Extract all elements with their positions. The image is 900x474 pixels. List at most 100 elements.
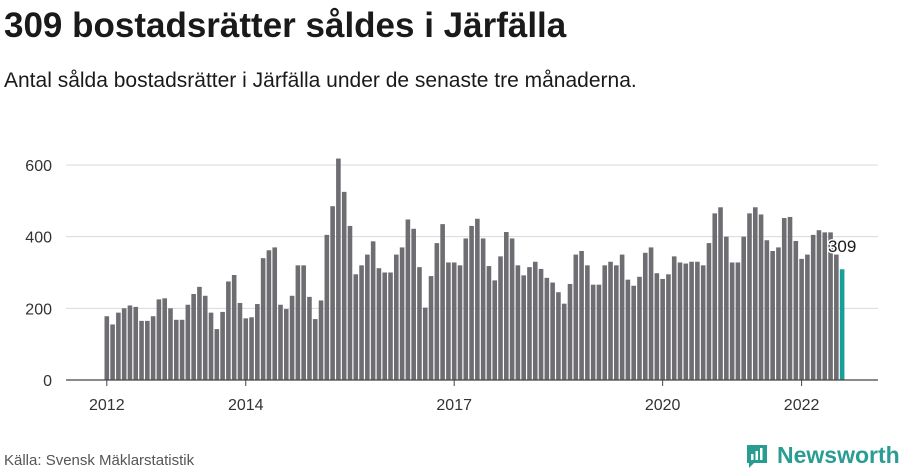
- bar: [787, 216, 793, 380]
- bar: [168, 308, 173, 380]
- bar: [116, 312, 121, 380]
- bar: [683, 263, 689, 380]
- bars: [104, 158, 845, 380]
- x-tick-label: 2012: [89, 397, 125, 414]
- bar: [399, 247, 405, 380]
- y-tick-label: 400: [25, 230, 52, 247]
- bar: [585, 265, 590, 380]
- bar: [642, 252, 648, 380]
- bar: [625, 279, 631, 380]
- bar: [289, 295, 295, 380]
- newsworthy-logo: Newsworthy: [745, 442, 900, 469]
- bar: [336, 158, 341, 380]
- bar: [185, 304, 191, 380]
- bar: [249, 317, 254, 380]
- bar: [573, 254, 579, 380]
- bar: [214, 329, 220, 380]
- x-axis-ticks: 2012 2014 2017 2020 2022: [89, 380, 819, 414]
- bar: [712, 213, 718, 380]
- bar: [614, 265, 619, 380]
- bar: [654, 273, 660, 380]
- bar: [770, 251, 775, 380]
- x-tick-label: 2020: [645, 397, 681, 414]
- bar: [469, 225, 474, 380]
- bar: [544, 277, 550, 380]
- bar: [278, 304, 283, 380]
- x-tick-label: 2022: [784, 397, 820, 414]
- bar: [648, 247, 654, 380]
- bar: [764, 240, 770, 380]
- bar: [799, 258, 804, 380]
- bar: [596, 284, 602, 380]
- bar: [388, 272, 393, 380]
- bar: [428, 276, 434, 380]
- bar: [486, 266, 492, 380]
- bar: [810, 234, 816, 380]
- bar: [318, 300, 324, 380]
- bar: [324, 234, 330, 380]
- bar: [660, 278, 665, 380]
- bar: [145, 320, 150, 380]
- bar: [139, 320, 144, 380]
- bar: [735, 262, 741, 380]
- bar: [550, 282, 555, 380]
- bar: [446, 262, 451, 380]
- bar: [590, 284, 596, 380]
- newsworthy-logo-icon: [747, 444, 767, 468]
- bar: [266, 250, 272, 380]
- bar: [509, 238, 515, 380]
- bar: [202, 295, 208, 380]
- bar: [422, 307, 428, 380]
- y-tick-label: 600: [25, 158, 52, 175]
- bar: [121, 308, 127, 380]
- bar: [457, 265, 463, 380]
- bar: [463, 238, 469, 380]
- bar: [741, 236, 746, 380]
- bar: [255, 304, 260, 380]
- bar: [347, 225, 353, 380]
- bar: [382, 272, 388, 380]
- bar: [834, 254, 839, 380]
- bar: [341, 191, 347, 380]
- bar: [301, 265, 306, 380]
- bar: [272, 247, 278, 380]
- bar: [492, 280, 498, 380]
- bar: [480, 238, 486, 380]
- bar: [718, 207, 723, 380]
- bar: [104, 316, 110, 380]
- bar: [226, 281, 231, 380]
- bar: [671, 256, 677, 380]
- bar: [556, 292, 561, 380]
- bar: [417, 267, 422, 380]
- bar: [353, 274, 359, 380]
- highlight-value-label: 309: [828, 237, 856, 256]
- bar: [295, 265, 301, 380]
- bar: [793, 240, 799, 380]
- bar: [150, 316, 156, 380]
- bar: [816, 230, 822, 380]
- bar: [231, 275, 237, 380]
- bar: [567, 283, 573, 380]
- bar: [237, 302, 243, 380]
- bar: [579, 251, 584, 380]
- bar: [729, 262, 735, 380]
- bar: [724, 236, 729, 380]
- x-tick-label: 2017: [436, 397, 472, 414]
- bar: [608, 261, 613, 380]
- bar: [747, 213, 752, 380]
- bar: [359, 265, 364, 380]
- bar: [631, 285, 636, 380]
- bar: [666, 274, 671, 380]
- bar: [156, 299, 162, 380]
- bar: [677, 262, 683, 380]
- bar: [440, 224, 445, 380]
- bar: [411, 228, 416, 380]
- bar: [619, 254, 625, 380]
- source-note: Källa: Svensk Mäklarstatistik: [4, 452, 195, 469]
- bar: [394, 254, 399, 380]
- bar: [498, 256, 503, 380]
- bar: [504, 232, 509, 380]
- bar: [365, 254, 370, 380]
- bar: [776, 247, 781, 380]
- bar: [706, 243, 712, 380]
